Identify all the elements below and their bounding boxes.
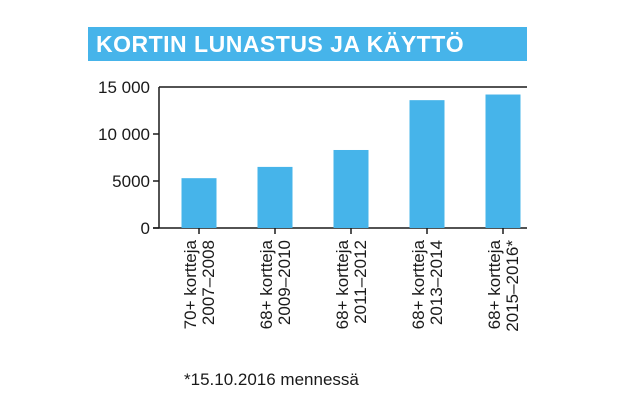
x-tick-label-line: 68+ kortteja (333, 239, 352, 329)
y-axis: 0 5000 10 000 15 000 (98, 78, 527, 238)
y-tick-label: 15 000 (98, 78, 150, 97)
x-tick-label: 68+ kortteja 2015–2016* (485, 239, 522, 331)
x-tick-label: 70+ kortteja 2007–2008 (181, 239, 218, 329)
x-tick-label-line: 2013–2014 (427, 240, 446, 325)
footnote: *15.10.2016 mennessä (184, 370, 359, 389)
x-tick-label-line: 2009–2010 (275, 240, 294, 325)
y-tick-label: 0 (141, 219, 150, 238)
x-tick-label-line: 68+ kortteja (409, 239, 428, 329)
x-tick-label: 68+ kortteja 2009–2010 (257, 239, 294, 329)
y-tick-label: 10 000 (98, 125, 150, 144)
x-tick-label-line: 2011–2012 (351, 240, 370, 324)
bars (181, 94, 521, 229)
x-axis-labels: 70+ kortteja 2007–2008 68+ kortteja 2009–20… (181, 228, 522, 332)
y-tick-label: 5000 (112, 172, 150, 191)
x-tick-label-line: 68+ kortteja (485, 239, 504, 329)
bar (485, 94, 521, 229)
bar (333, 149, 369, 228)
chart-title: KORTIN LUNASTUS JA KÄYTTÖ (96, 31, 465, 57)
bar (257, 166, 293, 228)
x-tick-label: 68+ kortteja 2011–2012 (333, 239, 370, 329)
x-tick-label: 68+ kortteja 2013–2014 (409, 239, 446, 329)
bar (181, 178, 217, 228)
x-tick-label-line: 2015–2016* (503, 240, 522, 332)
x-tick-label-line: 70+ kortteja (181, 239, 200, 329)
chart-title-banner: KORTIN LUNASTUS JA KÄYTTÖ (88, 27, 527, 61)
x-tick-label-line: 68+ kortteja (257, 239, 276, 329)
x-tick-label-line: 2007–2008 (199, 240, 218, 325)
bar (409, 100, 445, 228)
